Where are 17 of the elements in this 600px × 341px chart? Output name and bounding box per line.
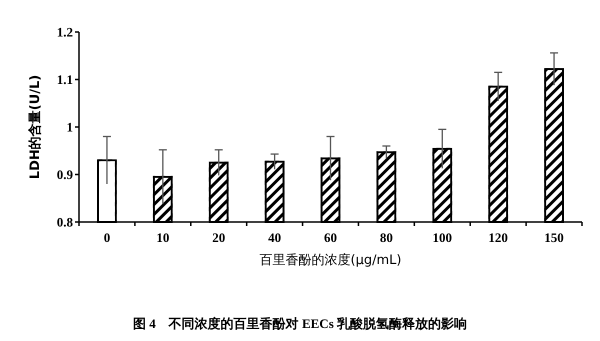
y-tick-label: 1.2 (56, 24, 73, 40)
y-axis-title: LDH的含量(U/L) (27, 74, 43, 180)
x-tick-label: 80 (380, 230, 393, 245)
x-axis-title: 百里香酚的浓度(μg/mL) (260, 252, 402, 268)
x-tick-label: 120 (488, 230, 508, 245)
text: 图 4 不同浓度的百里香酚对 EECs 乳酸脱氢酶释放的影响 (132, 316, 468, 331)
y-tick-label: 1 (66, 120, 73, 135)
x-tick-label: 100 (432, 230, 452, 245)
x-tick-label: 10 (156, 230, 170, 245)
x-tick-label: 60 (324, 230, 337, 245)
x-tick-label: 0 (104, 230, 110, 245)
y-tick-label: 0.9 (56, 167, 74, 182)
y-tick-label: 0.8 (56, 214, 74, 230)
x-tick-label: 40 (268, 230, 282, 245)
y-tick-label: 1.1 (56, 72, 73, 88)
x-tick-label: 20 (212, 230, 226, 245)
x-tick-label: 150 (544, 230, 564, 245)
